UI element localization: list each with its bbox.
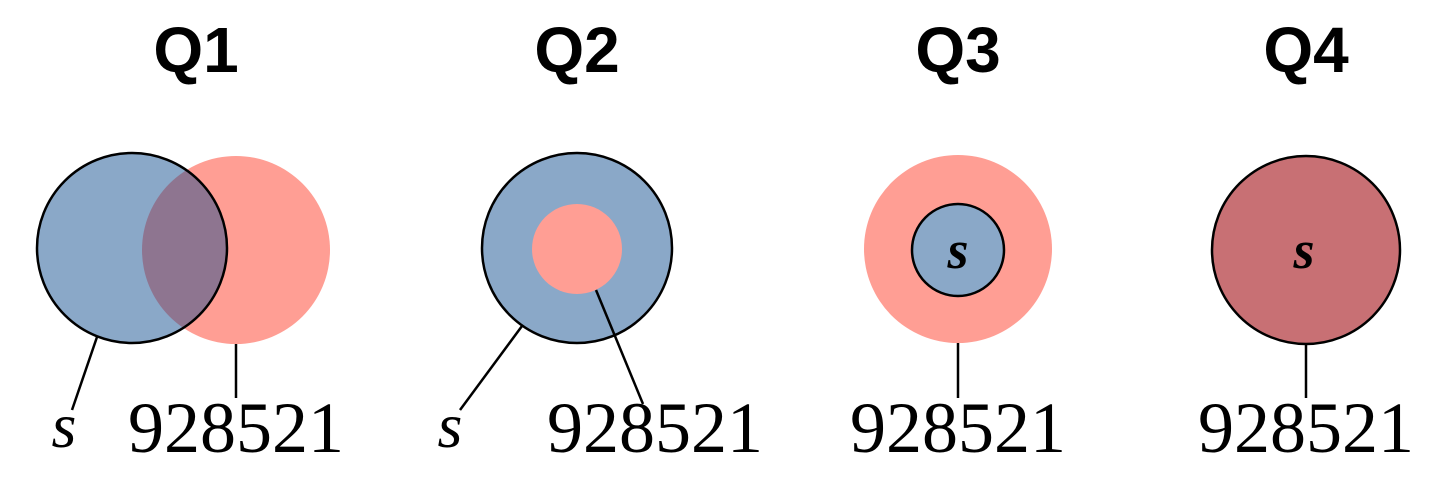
number-leader-line	[594, 289, 645, 405]
panel-q3: Q3 s 928521	[850, 14, 1066, 468]
panel-title-q2: Q2	[534, 14, 619, 86]
panel-title-q4: Q4	[1263, 14, 1349, 86]
s-leader-line	[458, 325, 524, 411]
s-label: s	[52, 390, 77, 461]
number-set-circle	[532, 204, 622, 294]
panel-q2: Q2 s 928521	[438, 14, 763, 468]
number-label: 928521	[1198, 388, 1414, 468]
panel-q1: Q1 s 928521	[35, 14, 344, 468]
panel-title-q1: Q1	[153, 14, 238, 86]
panel-q4: Q4 s 928521	[1198, 14, 1414, 468]
s-label: s	[946, 220, 968, 280]
s-set-circle	[910, 202, 1006, 298]
s-leader-line	[70, 336, 99, 411]
number-label: 928521	[128, 388, 344, 468]
number-label: 928521	[547, 388, 763, 468]
s-set-outline	[35, 151, 229, 345]
panel-title-q3: Q3	[915, 14, 1000, 86]
number-label: 928521	[850, 388, 1066, 468]
s-label: s	[1292, 220, 1314, 280]
s-label: s	[438, 390, 463, 461]
overlap-region	[142, 156, 227, 343]
